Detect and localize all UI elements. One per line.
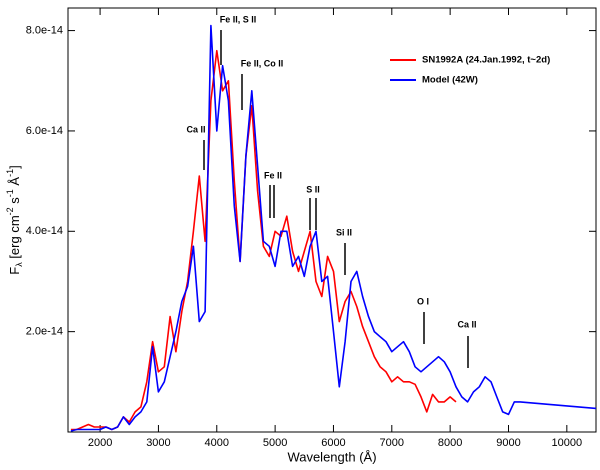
x-tick-label: 2000 bbox=[88, 437, 112, 449]
annotation: Fe II bbox=[264, 170, 282, 180]
y-axis-label-part: λ bbox=[14, 262, 24, 267]
y-tick-label: 6.0e-14 bbox=[26, 125, 63, 137]
x-tick-label: 10000 bbox=[552, 437, 583, 449]
y-axis-label: Fλ [erg cm-2 s-1 Å-1] bbox=[5, 165, 24, 275]
x-tick-label: 8000 bbox=[438, 437, 462, 449]
x-tick-label: 4000 bbox=[205, 437, 229, 449]
y-axis-label-part: -2 bbox=[5, 207, 15, 215]
y-tick-label: 2.0e-14 bbox=[26, 326, 63, 338]
y-axis-label-part: [erg cm bbox=[7, 215, 22, 262]
y-axis-label-part: F bbox=[7, 267, 22, 275]
annotation: Ca II bbox=[457, 319, 476, 329]
x-tick-label: 3000 bbox=[146, 437, 170, 449]
annotation: Fe II, Co II bbox=[241, 58, 284, 68]
legend-label: SN1992A (24.Jan.1992, t~2d) bbox=[422, 55, 550, 66]
annotation: Ca II bbox=[186, 124, 205, 134]
y-axis-label-part: -1 bbox=[5, 169, 15, 177]
annotation: O I bbox=[417, 296, 429, 306]
x-tick-label: 7000 bbox=[380, 437, 404, 449]
y-tick-label: 8.0e-14 bbox=[26, 24, 63, 36]
x-tick-label: 5000 bbox=[263, 437, 287, 449]
y-tick-label: 4.0e-14 bbox=[26, 225, 63, 237]
annotation: Fe II, S II bbox=[220, 14, 257, 24]
spectrum-line bbox=[70, 24, 597, 432]
y-axis-label-part: s bbox=[7, 197, 22, 208]
annotation: Si II bbox=[336, 227, 352, 237]
legend-label: Model (42W) bbox=[422, 75, 478, 86]
x-tick-label: 6000 bbox=[321, 437, 345, 449]
y-axis-label-part: -1 bbox=[5, 189, 15, 197]
annotation: S II bbox=[306, 184, 320, 194]
y-axis-label-part: ] bbox=[7, 165, 22, 169]
y-axis-label-part: Å bbox=[7, 177, 22, 190]
x-tick-label: 9000 bbox=[496, 437, 520, 449]
spectrum-line bbox=[70, 49, 457, 431]
plot-frame bbox=[67, 7, 597, 433]
x-axis-label: Wavelength (Å) bbox=[287, 449, 376, 464]
